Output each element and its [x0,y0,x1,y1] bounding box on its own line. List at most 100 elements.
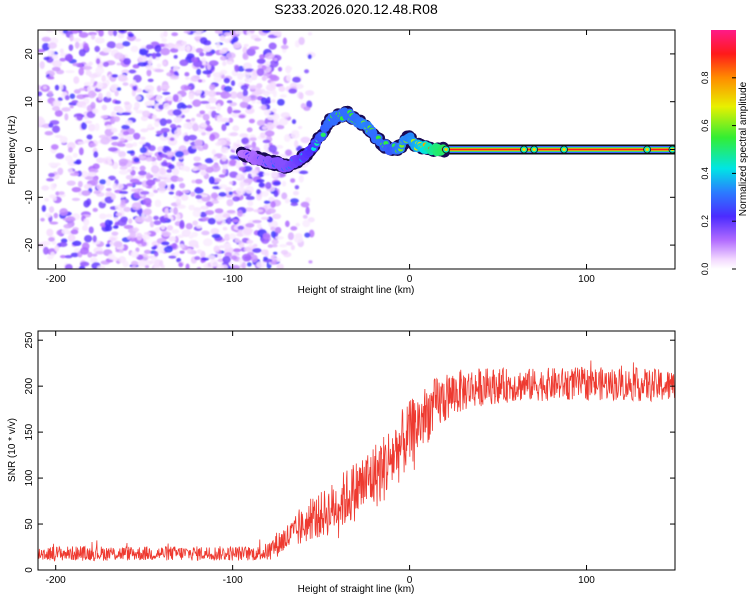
band-blob-core [522,147,526,152]
noise-speckle [72,152,78,158]
noise-speckle [112,183,117,190]
noise-speckle [50,144,59,150]
noise-speckle [266,122,275,131]
noise-speckle [121,112,132,116]
noise-speckle [290,178,296,183]
noise-speckle [242,165,253,172]
x-tick-label: 0 [407,575,413,586]
noise-speckle [253,243,258,248]
noise-speckle [122,82,129,86]
noise-speckle [97,92,103,101]
band-blob-core [645,147,649,152]
noise-speckle [182,229,192,236]
noise-speckle [88,226,94,234]
noise-speckle [219,35,226,42]
noise-speckle [294,235,304,244]
noise-speckle [235,161,241,169]
noise-speckle [172,109,182,116]
noise-speckle [59,208,68,216]
noise-speckle [194,256,201,261]
noise-speckle [169,137,175,142]
noise-speckle [201,257,210,261]
snr-panel: -200 -100 0 100 0 50 100 150 200 250 Height of s… [7,330,676,595]
noise-speckle [159,118,168,127]
noise-speckle [205,102,211,110]
noise-speckle [221,154,227,162]
x-tick-label: -200 [46,274,66,285]
noise-speckle [52,196,57,202]
noise-speckle [183,122,192,129]
noise-speckle [172,94,179,103]
noise-speckle [179,243,185,249]
noise-speckle [161,84,170,90]
noise-speckle [153,189,159,194]
noise-speckle [131,202,142,211]
noise-speckle [124,119,133,126]
noise-speckle [307,54,312,60]
noise-speckle [238,166,246,172]
noise-speckle [232,42,242,49]
noise-speckle [256,261,266,269]
noise-speckle [229,102,238,107]
noise-speckle [151,52,157,60]
noise-speckle [255,193,262,201]
noise-speckle [269,60,279,68]
noise-speckle [125,174,134,180]
noise-speckle [243,246,252,252]
noise-speckle [223,86,233,92]
noise-speckle [183,85,192,90]
noise-speckle [99,213,107,220]
noise-speckle [164,207,169,215]
heatmap-x-ticks: -200 -100 0 100 [46,30,595,285]
noise-speckle [171,32,179,37]
noise-speckle [115,42,125,49]
noise-speckle [245,195,255,201]
noise-speckle [58,241,68,247]
noise-speckle [111,136,119,140]
noise-speckle [232,248,242,253]
noise-speckle [241,72,251,78]
noise-speckle [48,172,55,178]
noise-speckle [285,65,292,74]
noise-speckle [269,90,276,95]
noise-speckle [117,219,127,226]
noise-speckle [160,161,168,167]
noise-speckle [304,90,315,96]
noise-speckle [46,178,55,182]
noise-speckle [129,178,140,184]
noise-speckle [224,187,233,192]
noise-speckle [266,96,271,104]
noise-speckle [262,232,271,240]
noise-speckle [256,58,266,64]
noise-speckle [55,152,65,159]
noise-speckle [233,156,239,160]
noise-speckle [178,262,184,268]
noise-speckle [51,66,61,72]
noise-speckle [179,182,186,189]
noise-speckle [277,66,283,72]
noise-speckle [185,167,191,172]
noise-speckle [84,175,95,180]
noise-speckle [40,217,45,222]
noise-speckle [145,64,154,71]
noise-speckle [138,170,147,176]
noise-speckle [248,85,259,90]
noise-speckle [277,98,285,106]
noise-speckle [54,110,63,117]
noise-speckle [192,220,199,226]
noise-speckle [101,104,108,111]
noise-speckle [82,225,89,231]
noise-speckle [122,41,131,47]
noise-speckle [195,47,204,54]
noise-speckle [262,172,271,176]
noise-speckle [181,189,190,194]
noise-speckle [53,212,59,219]
noise-speckle [100,136,110,145]
noise-speckle [48,122,54,128]
noise-speckle [245,144,254,149]
noise-speckle [173,54,178,59]
noise-speckle [154,69,164,73]
noise-speckle [225,122,230,126]
noise-speckle [88,123,96,132]
noise-speckle [107,253,116,260]
